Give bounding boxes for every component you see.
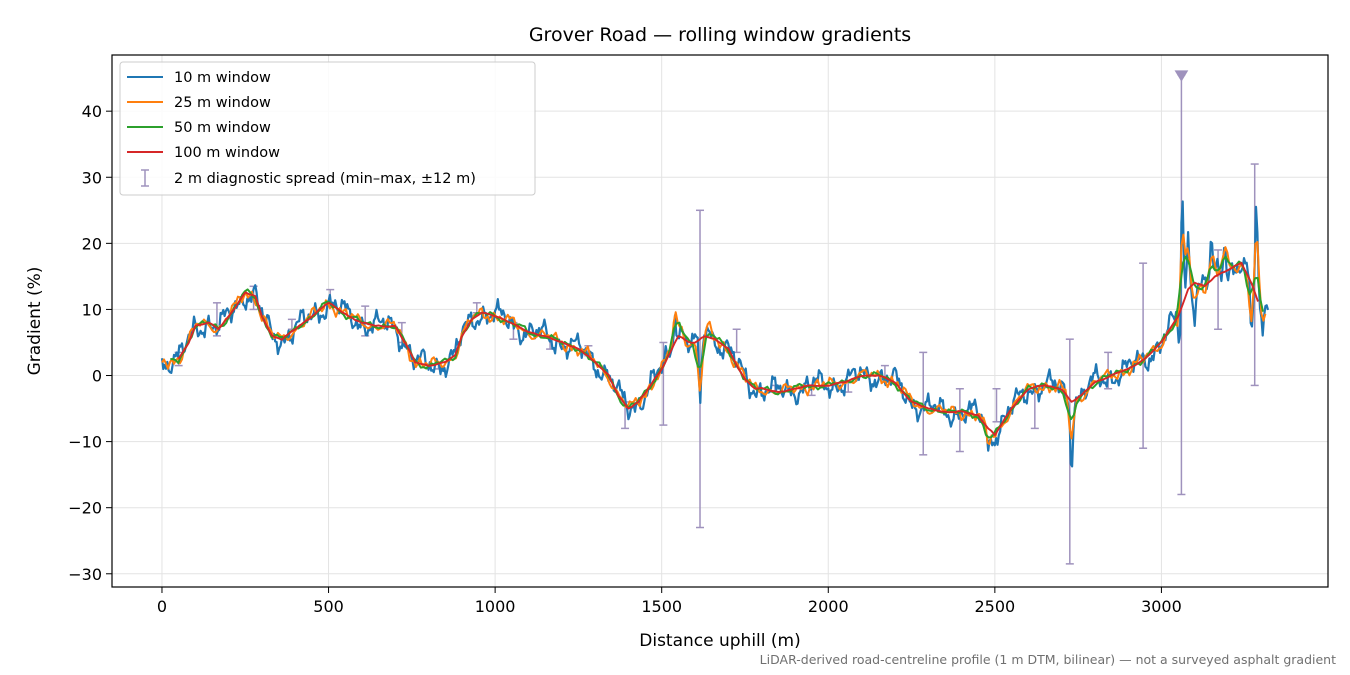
series-line-w10 (160, 200, 1270, 468)
legend-box (119, 61, 536, 196)
x-tick-label-1: 500 (313, 597, 344, 616)
legend-swatch-spread (141, 169, 149, 187)
error-bar-15 (732, 328, 741, 354)
y-tick-label-5: 20 (82, 234, 102, 253)
legend-label-w100: 100 m window (174, 145, 280, 161)
overflow-marker (1174, 70, 1189, 82)
x-tick-label-4: 2000 (808, 597, 849, 616)
x-tick-label-3: 1500 (641, 597, 682, 616)
x-axis-ticks: 0 500 1000 1500 2000 2500 3000 (157, 587, 1182, 616)
x-tick-label-2: 1000 (475, 597, 516, 616)
y-tick-label-2: −10 (68, 433, 102, 452)
x-tick-label-0: 0 (157, 597, 167, 616)
y-tick-label-7: 40 (82, 102, 102, 121)
legend: 10 m window 25 m window 50 m window 100 … (119, 61, 536, 196)
series-line-w25 (161, 233, 1267, 446)
error-bar-13 (659, 341, 668, 426)
y-tick-label-4: 10 (82, 300, 102, 319)
x-tick-label-6: 3000 (1141, 597, 1182, 616)
error-bar-22 (992, 387, 1001, 423)
series-lines (160, 200, 1270, 468)
plot-frame (111, 54, 1329, 588)
chart-title: Grover Road — rolling window gradients (529, 24, 911, 46)
error-bar-14 (696, 209, 705, 529)
y-tick-label-1: −20 (68, 499, 102, 518)
legend-label-w50: 50 m window (174, 120, 271, 136)
legend-label-w25: 25 m window (174, 95, 271, 111)
x-axis-label: Distance uphill (m) (639, 631, 800, 651)
y-tick-label-6: 30 (82, 168, 102, 187)
y-tick-label-0: −30 (68, 565, 102, 584)
error-bar-21 (955, 387, 964, 453)
y-axis-label: Gradient (%) (25, 267, 45, 376)
y-tick-label-3: 0 (92, 367, 102, 386)
error-bar-20 (919, 351, 928, 456)
series-line-w100 (177, 261, 1259, 437)
x-tick-label-5: 2500 (974, 597, 1015, 616)
y-axis-ticks: −30 −20 −10 0 10 20 30 40 (68, 102, 112, 584)
footnote: LiDAR-derived road-centreline profile (1… (760, 652, 1336, 667)
legend-label-w10: 10 m window (174, 70, 271, 86)
legend-label-spread: 2 m diagnostic spread (min–max, ±12 m) (174, 171, 476, 187)
